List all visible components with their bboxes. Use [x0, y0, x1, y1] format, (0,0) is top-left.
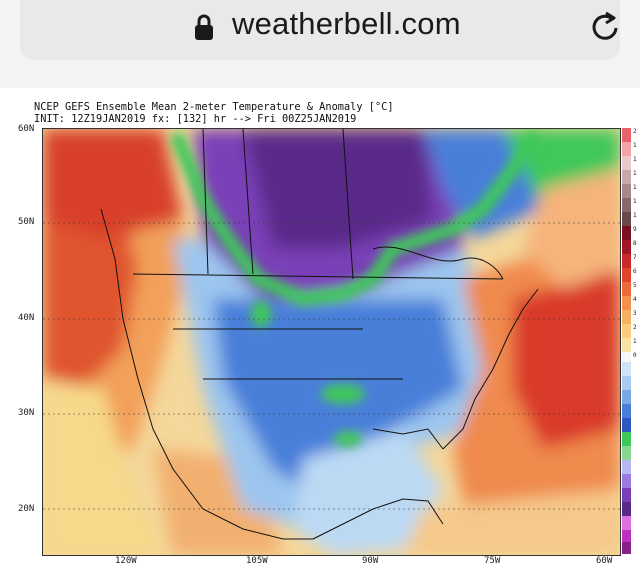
- colorbar-swatch: [622, 530, 631, 542]
- colorbar-swatch: [622, 362, 631, 376]
- reload-icon[interactable]: [590, 10, 622, 44]
- colorbar-label: 3: [633, 310, 637, 317]
- colorbar-swatch: [622, 502, 631, 516]
- map-title: NCEP GEFS Ensemble Mean 2-meter Temperat…: [34, 101, 394, 113]
- colorbar-label: 2: [633, 324, 637, 331]
- colorbar-swatch: [622, 338, 631, 352]
- colorbar-swatch: [622, 296, 631, 310]
- colorbar-swatch: [622, 432, 631, 446]
- colorbar-swatch: [622, 184, 631, 198]
- lock-icon: [195, 14, 213, 40]
- colorbar-swatch: [622, 128, 631, 142]
- colorbar-swatch: [622, 542, 631, 554]
- colorbar-label: 5: [633, 282, 637, 289]
- colorbar-label: 4: [633, 296, 637, 303]
- url-field[interactable]: weatherbell.com: [20, 0, 620, 60]
- colorbar-swatch: [622, 156, 631, 170]
- colorbar-swatch: [622, 488, 631, 502]
- colorbar-swatch: [622, 282, 631, 296]
- lat-label: 20N: [18, 504, 35, 514]
- colorbar-label: 1: [633, 338, 637, 345]
- lat-label: 60N: [18, 124, 35, 134]
- colorbar-label: 0: [633, 352, 637, 359]
- colorbar-label: 1: [633, 184, 637, 191]
- colorbar-label: 2: [633, 128, 637, 135]
- colorbar: 2 1 1 1 1 1 1 9 8 7 6 5 4 3 2 1 0: [622, 128, 640, 554]
- colorbar-label: 7: [633, 254, 637, 261]
- lon-label: 75W: [484, 556, 501, 566]
- colorbar-label: 1: [633, 212, 637, 219]
- colorbar-swatch: [622, 142, 631, 156]
- colorbar-label: 1: [633, 156, 637, 163]
- colorbar-label: 1: [633, 170, 637, 177]
- lon-label: 90W: [362, 556, 379, 566]
- colorbar-swatch: [622, 170, 631, 184]
- colorbar-swatch: [622, 226, 631, 240]
- colorbar-swatch: [622, 460, 631, 474]
- lon-label: 60W: [596, 556, 613, 566]
- colorbar-label: 1: [633, 142, 637, 149]
- colorbar-label: 1: [633, 198, 637, 205]
- colorbar-label: 8: [633, 240, 637, 247]
- colorbar-swatch: [622, 212, 631, 226]
- colorbar-label: 6: [633, 268, 637, 275]
- map-subtitle: INIT: 12Z19JAN2019 fx: [132] hr --> Fri …: [34, 113, 357, 125]
- lat-label: 40N: [18, 313, 35, 323]
- colorbar-swatch: [622, 198, 631, 212]
- colorbar-label: 9: [633, 226, 637, 233]
- lat-label: 50N: [18, 217, 35, 227]
- colorbar-swatch: [622, 390, 631, 404]
- lon-label: 120W: [115, 556, 137, 566]
- colorbar-swatch: [622, 474, 631, 488]
- temperature-anomaly-map: NCEP GEFS Ensemble Mean 2-meter Temperat…: [0, 88, 640, 567]
- map-image: [43, 129, 620, 555]
- colorbar-swatch: [622, 418, 631, 432]
- url-text: weatherbell.com: [232, 6, 461, 41]
- colorbar-swatch: [622, 310, 631, 324]
- colorbar-swatch: [622, 268, 631, 282]
- colorbar-swatch: [622, 254, 631, 268]
- lon-label: 105W: [246, 556, 268, 566]
- colorbar-swatch: [622, 376, 631, 390]
- lat-label: 30N: [18, 408, 35, 418]
- colorbar-swatch: [622, 240, 631, 254]
- colorbar-swatch: [622, 446, 631, 460]
- colorbar-swatch: [622, 516, 631, 530]
- browser-address-bar: weatherbell.com: [0, 0, 640, 89]
- colorbar-swatch: [622, 324, 631, 338]
- colorbar-swatch: [622, 352, 631, 362]
- map-plot-area[interactable]: [42, 128, 621, 556]
- colorbar-swatch: [622, 404, 631, 418]
